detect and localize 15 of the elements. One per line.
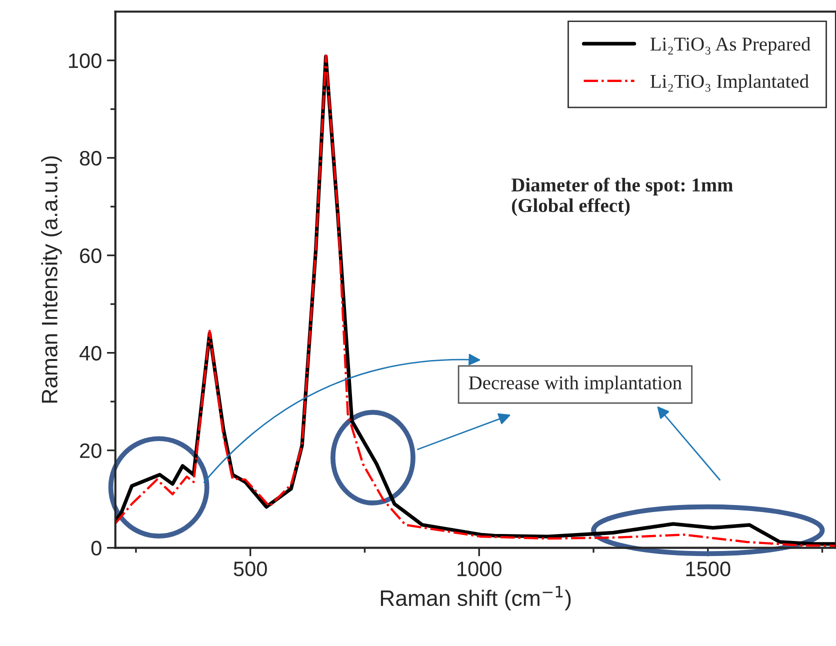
y-tick-label: 80 <box>80 150 102 166</box>
annotation: Decrease with implantation <box>468 376 682 394</box>
y-axis-title: Raman Intensity (a.a.u.u) <box>41 156 62 403</box>
y-tick-label: 100 <box>69 53 102 68</box>
annotation: Diameter of the spot: 1mm (Global effect) <box>511 178 733 216</box>
y-tick-label: 60 <box>80 248 102 264</box>
y-tick-label: 0 <box>91 540 102 556</box>
x-tick-label: 500 <box>234 562 267 576</box>
y-tick-label: 20 <box>80 443 102 458</box>
x-tick-label: 1500 <box>686 562 730 576</box>
x-axis-title: Raman shift (cm$^{−1}$) <box>380 586 571 610</box>
x-tick-label: 1000 <box>458 562 502 576</box>
y-tick-label: 40 <box>79 346 102 361</box>
legend-label: Li₂TiO₃ Implantated <box>650 74 809 92</box>
legend-label: Li₂TiO₃ As Prepared <box>650 37 810 55</box>
